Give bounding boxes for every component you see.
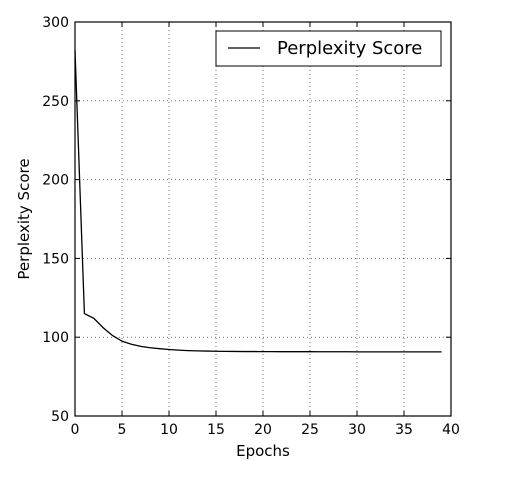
x-axis-label: Epochs bbox=[236, 442, 290, 460]
x-tick-label: 30 bbox=[348, 422, 366, 438]
x-tick-label: 20 bbox=[254, 422, 272, 438]
grid bbox=[75, 22, 451, 416]
x-tick-label: 15 bbox=[207, 422, 225, 438]
ticks: 0 5 10 15 20 25 30 35 40 50 100 150 200 250 300 bbox=[42, 15, 460, 438]
x-tick-label: 5 bbox=[118, 422, 127, 438]
x-tick-label: 10 bbox=[160, 422, 178, 438]
x-tick-label: 40 bbox=[442, 422, 460, 438]
plot-frame bbox=[74, 21, 452, 417]
y-tick-label: 150 bbox=[42, 251, 69, 267]
y-tick-label: 50 bbox=[51, 409, 69, 425]
legend: Perplexity Score bbox=[215, 30, 442, 67]
y-tick-label: 100 bbox=[42, 330, 69, 346]
x-tick-label: 35 bbox=[395, 422, 413, 438]
series-line-perplexity-score bbox=[74, 50, 442, 353]
y-tick-label: 300 bbox=[42, 15, 69, 31]
y-tick-label: 200 bbox=[42, 173, 69, 189]
legend-label: Perplexity Score bbox=[277, 38, 422, 59]
series-layer bbox=[74, 50, 442, 353]
x-tick-label: 0 bbox=[71, 422, 80, 438]
y-tick-label: 250 bbox=[42, 94, 69, 110]
y-axis-label: Perplexity Score bbox=[15, 158, 33, 279]
x-tick-label: 25 bbox=[301, 422, 319, 438]
